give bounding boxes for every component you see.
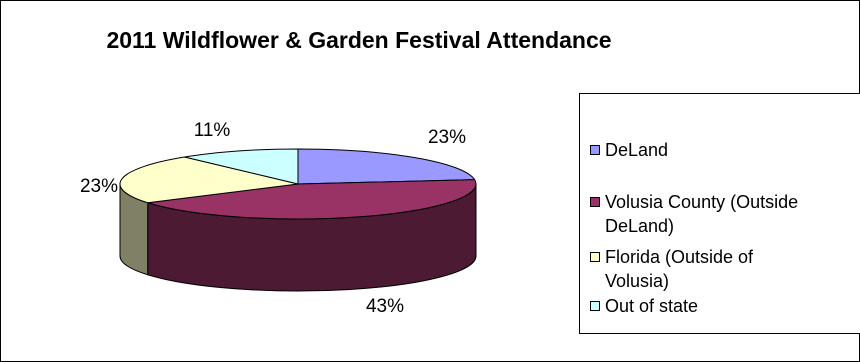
data-label-deland: 23% bbox=[428, 127, 466, 148]
legend-label-volusia-county-line1: Volusia County (Outside bbox=[605, 192, 799, 212]
legend-label-florida-line2: Volusia) bbox=[605, 271, 670, 291]
legend-item-volusia-county: Volusia County (Outside DeLand) bbox=[590, 190, 798, 238]
data-label-volusia-county: 43% bbox=[366, 296, 404, 317]
legend: DeLand Volusia County (Outside DeLand) F… bbox=[579, 93, 860, 334]
pie-slice-florida bbox=[119, 156, 299, 204]
pie-slice-volusia-county bbox=[147, 179, 477, 220]
legend-label-volusia-county-line2: DeLand) bbox=[605, 216, 675, 236]
legend-label-deland: DeLand bbox=[605, 140, 669, 160]
legend-swatch-out-of-state bbox=[590, 301, 600, 311]
legend-swatch-deland bbox=[590, 145, 600, 155]
pie-slice-out-of-state bbox=[184, 148, 299, 185]
pie-slice-deland bbox=[297, 148, 476, 185]
legend-item-deland: DeLand bbox=[590, 138, 668, 162]
legend-label-out-of-state: Out of state bbox=[605, 296, 699, 316]
legend-swatch-florida bbox=[590, 252, 600, 262]
data-label-florida: 23% bbox=[80, 176, 118, 197]
legend-item-out-of-state: Out of state bbox=[590, 294, 698, 318]
legend-item-florida: Florida (Outside of Volusia) bbox=[590, 245, 753, 293]
legend-label-florida-line1: Florida (Outside of bbox=[605, 247, 754, 267]
pie-chart: 23% 43% 23% 11% bbox=[80, 120, 477, 317]
data-label-out-of-state: 11% bbox=[194, 120, 231, 141]
chart-title: 2011 Wildflower & Garden Festival Attend… bbox=[106, 27, 612, 53]
legend-swatch-volusia-county bbox=[590, 197, 600, 207]
